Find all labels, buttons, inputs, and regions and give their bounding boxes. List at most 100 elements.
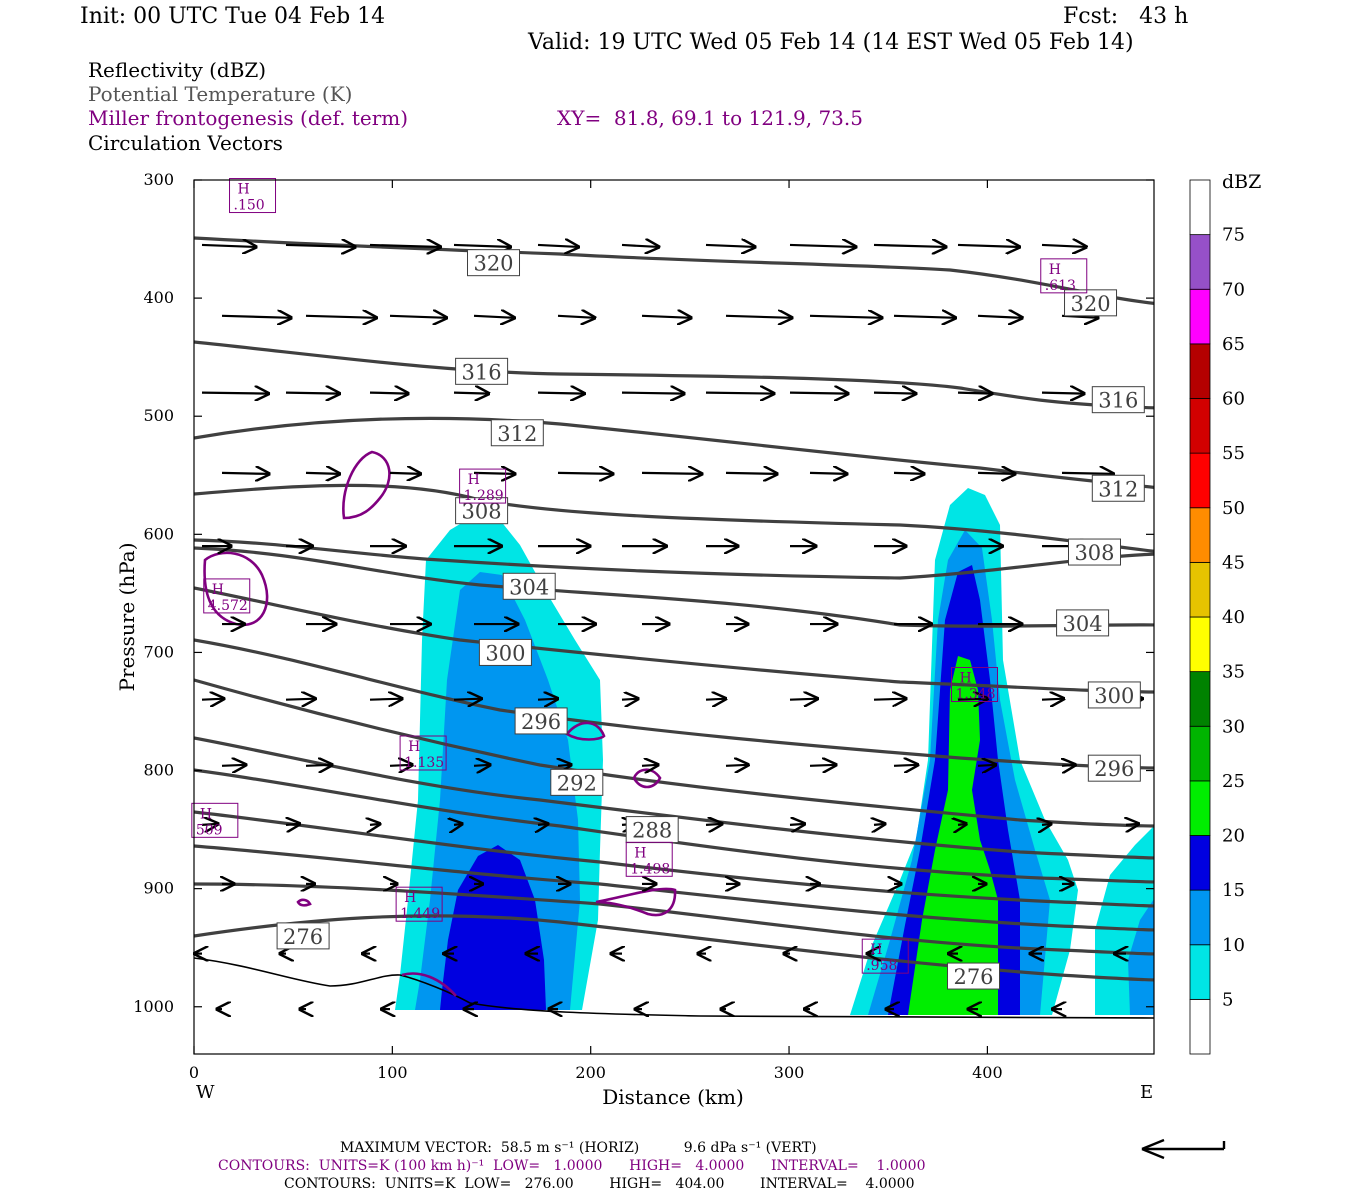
x-tick-label: 200 [575, 1063, 606, 1082]
circulation-vector [705, 245, 755, 247]
theta-line [194, 638, 1154, 770]
circulation-vector [558, 765, 571, 766]
circulation-vector [1062, 765, 1075, 766]
theta-label: 312 [490, 419, 544, 447]
circulation-vector [809, 765, 836, 766]
colorbar-swatch [1189, 234, 1211, 290]
colorbar-swatch [1189, 671, 1211, 727]
axes: 0 100 200 300 400 300 400 500 600 700 800 900 1000 W E [133, 170, 1154, 1103]
theta-label: 316 [1091, 386, 1145, 414]
colorbar: 5 10 15 20 25 30 35 40 45 50 55 60 65 70 75 [1189, 179, 1245, 1055]
svg-text:300: 300 [1094, 684, 1134, 708]
svg-text:1.498: 1.498 [630, 861, 670, 877]
circulation-vector [621, 393, 684, 394]
circulation-vector [725, 473, 777, 474]
theta-line [194, 882, 1154, 956]
circulation-vector [809, 316, 882, 318]
y-tick-label: 900 [143, 879, 174, 898]
circulation-vector [641, 765, 658, 766]
y-tick-label: 500 [143, 406, 174, 425]
svg-text:304: 304 [1063, 612, 1103, 636]
circulation-vector [389, 473, 421, 474]
title-theta: Potential Temperature (K) [88, 82, 353, 106]
circulation-vector [201, 393, 268, 394]
theta-label: 276 [276, 922, 330, 950]
circulation-vector [873, 393, 916, 394]
circulation-vector [221, 765, 246, 766]
circulation-vector [957, 699, 987, 700]
reference-vector-arrow-icon [1141, 1138, 1226, 1160]
theta-labels: 320 320 316 316 312 312 308 308 304 304 300 300 296 2… [276, 249, 1145, 990]
x-tick-label: 0 [189, 1063, 199, 1082]
svg-text:296: 296 [521, 710, 561, 734]
colorbar-label: 45 [1222, 552, 1245, 573]
svg-text:H: H [960, 671, 972, 687]
theta-line [194, 416, 1154, 490]
colorbar-swatch [1189, 616, 1211, 673]
circulation-vector [1061, 473, 1113, 474]
circulation-vector [789, 245, 856, 247]
theta-line [194, 736, 1154, 860]
colorbar-label: 15 [1222, 880, 1245, 901]
miller-contour [296, 898, 312, 907]
colorbar-swatch [1189, 561, 1211, 618]
svg-text:.150: .150 [234, 198, 265, 214]
circulation-vector [1126, 824, 1139, 825]
plot-frame [193, 179, 1155, 1055]
miller-max-label: H.613 [1040, 258, 1088, 294]
y-tick-label: 600 [143, 524, 174, 543]
colorbar-label: 50 [1222, 498, 1245, 519]
circulation-vector [809, 473, 847, 474]
theta-contours [194, 236, 1154, 982]
svg-text:308: 308 [1074, 541, 1114, 565]
valid-time: Valid: 19 UTC Wed 05 Feb 14 (14 EST Wed … [528, 30, 1134, 55]
y-axis-label: Pressure (hPa) [115, 543, 139, 692]
footer-miller-contours: CONTOURS: UNITS=K (100 km h)⁻¹ LOW= 1.00… [218, 1158, 926, 1174]
miller-contour [401, 972, 457, 997]
circulation-vector [958, 824, 966, 825]
x-axis-label: Distance (km) [602, 1085, 744, 1109]
circulation-vector [893, 473, 924, 474]
circulation-vector [369, 393, 408, 394]
circulation-vector [454, 824, 462, 825]
circulation-vector [538, 824, 548, 825]
circulation-vector [1041, 699, 1064, 700]
circulation-vector [789, 824, 805, 825]
circulation-vector [389, 765, 412, 766]
svg-text:276: 276 [283, 925, 323, 949]
miller-contour [342, 450, 391, 520]
circulation-vector [370, 824, 380, 825]
circulation-vector [977, 316, 1022, 318]
colorbar-swatch [1189, 507, 1211, 563]
svg-text:320: 320 [473, 252, 513, 276]
theta-label: 304 [1056, 609, 1110, 637]
title-miller: Miller frontogenesis (def. term) [88, 106, 409, 130]
title-xy: XY= 81.8, 69.1 to 121.9, 73.5 [557, 106, 863, 130]
circulation-vectors [195, 245, 1143, 1009]
colorbar-label: 35 [1222, 662, 1245, 683]
svg-text:H: H [870, 942, 882, 958]
circulation-vector [957, 245, 1019, 247]
colorbar-label: 10 [1222, 935, 1245, 956]
circulation-vector [453, 393, 489, 394]
circulation-vector [537, 393, 584, 394]
miller-max-label: H1.498 [625, 841, 673, 877]
miller-max-label: H1.449 [395, 886, 443, 922]
colorbar-label: 75 [1222, 225, 1245, 246]
miller-contour [565, 721, 606, 741]
circulation-vector [305, 316, 376, 318]
colorbar-swatch [1189, 889, 1211, 946]
colorbar-swatch [1189, 398, 1211, 454]
circulation-vector [201, 699, 224, 700]
svg-text:292: 292 [557, 771, 597, 795]
ref-band-15-west [440, 845, 546, 1010]
circulation-vector [201, 245, 256, 247]
forecast-hour: Fcst: 43 h [1063, 4, 1189, 29]
theta-label: 316 [455, 357, 509, 385]
svg-text:304: 304 [509, 575, 549, 599]
theta-label: 308 [1067, 538, 1121, 566]
circulation-vector [893, 765, 918, 766]
theta-line [194, 586, 1154, 694]
circulation-vector [221, 316, 291, 318]
